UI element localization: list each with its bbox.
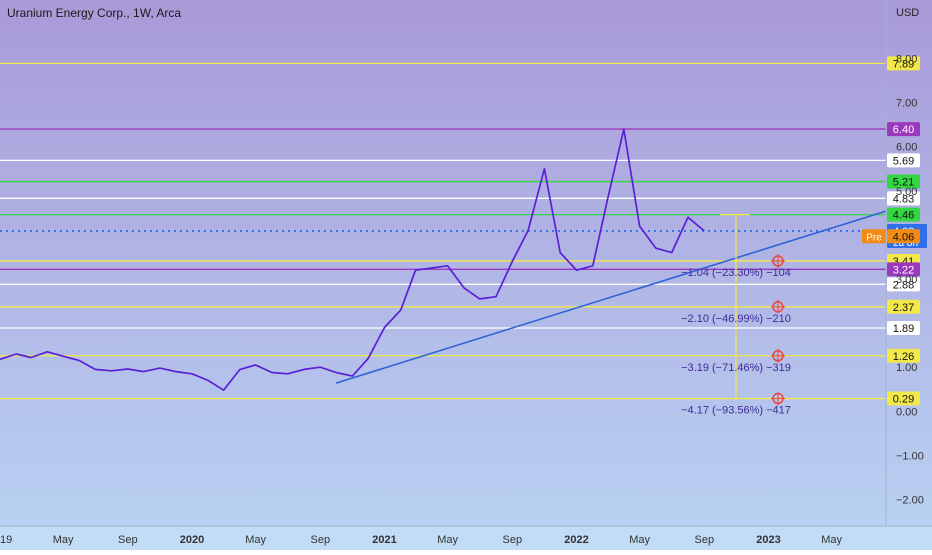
level-tag-bg bbox=[887, 122, 920, 137]
premarket-badge-label: Pre bbox=[866, 232, 882, 243]
level-tag-text: 4.46 bbox=[893, 210, 914, 222]
x-tick-label: May bbox=[245, 534, 266, 546]
y-tick-label: 6.00 bbox=[896, 142, 917, 154]
level-tag-bg bbox=[887, 262, 920, 277]
level-tag-1.26: 1.26 bbox=[887, 348, 920, 363]
chart-title: Uranium Energy Corp., 1W, Arca bbox=[7, 6, 181, 20]
measure-target bbox=[771, 253, 785, 268]
current-price-countdown: 2d 8h bbox=[893, 238, 918, 249]
measure-label: −2.10 (−46.99%) −210 bbox=[681, 313, 791, 325]
level-tag-text: 4.83 bbox=[893, 193, 914, 205]
measure-label: −4.17 (−93.56%) −417 bbox=[681, 405, 791, 417]
y-tick-label-partial: 8.00 bbox=[896, 54, 917, 66]
measurement-layer: −1.04 (−23.30%) −104 −2.10 (−46.99%) −210… bbox=[681, 214, 791, 417]
y-tick-label: 1.00 bbox=[896, 362, 917, 374]
level-tag-5.69: 5.69 bbox=[887, 153, 920, 168]
level-tag-0.29: 0.29 bbox=[887, 391, 920, 406]
level-tag-bg bbox=[887, 391, 920, 406]
level-tag-text: 2.37 bbox=[893, 302, 914, 314]
measure-label: −3.19 (−71.46%) −319 bbox=[681, 362, 791, 374]
measure-target bbox=[771, 348, 785, 363]
premarket-badge-bg bbox=[862, 229, 886, 244]
level-tag-text: 1.89 bbox=[893, 323, 914, 335]
premarket-value: 4.06 bbox=[893, 231, 914, 243]
level-tag-text: 7.89 bbox=[893, 58, 914, 70]
measure-target bbox=[771, 391, 785, 406]
currency-label: USD bbox=[896, 7, 919, 19]
measure-target bbox=[771, 299, 785, 314]
y-tick-label: 0.00 bbox=[896, 406, 917, 418]
y-tick-label-partial: 5.00 bbox=[896, 186, 917, 198]
x-tick-label: Sep bbox=[118, 534, 138, 546]
x-tick-label: May bbox=[821, 534, 842, 546]
level-tag-text: 1.26 bbox=[893, 351, 914, 363]
level-tag-bg bbox=[887, 277, 920, 292]
level-tag-bg bbox=[887, 348, 920, 363]
level-tag-text: 2.88 bbox=[893, 279, 914, 291]
level-tag-text: 5.69 bbox=[893, 155, 914, 167]
y-tick-label: −1.00 bbox=[896, 450, 924, 462]
x-tick-label: 2021 bbox=[372, 534, 396, 546]
time-axis-background bbox=[0, 526, 932, 550]
level-tag-5.21: 5.21 bbox=[887, 174, 920, 189]
x-tick-label: 2022 bbox=[564, 534, 588, 546]
level-tag-bg bbox=[887, 174, 920, 189]
price-axis: 7.896.405.695.214.834.463.413.222.882.37… bbox=[862, 54, 927, 507]
x-tick-label: May bbox=[629, 534, 650, 546]
level-tag-1.89: 1.89 bbox=[887, 320, 920, 335]
y-tick-label-partial: 3.00 bbox=[896, 274, 917, 286]
level-tag-7.89: 7.89 bbox=[887, 56, 920, 71]
trendline-layer bbox=[335, 210, 887, 384]
premarket-tag: Pre 4.06 bbox=[862, 229, 920, 244]
x-tick-label: May bbox=[53, 534, 74, 546]
premarket-value-bg bbox=[887, 229, 920, 244]
level-tag-4.46: 4.46 bbox=[887, 207, 920, 222]
level-tag-text: 5.21 bbox=[893, 177, 914, 189]
measure-label: −1.04 (−23.30%) −104 bbox=[681, 267, 791, 279]
level-tag-2.37: 2.37 bbox=[887, 299, 920, 314]
price-line bbox=[0, 128, 705, 392]
price-series-layer bbox=[0, 128, 705, 392]
y-tick-label: −2.00 bbox=[896, 495, 924, 507]
level-tag-bg bbox=[887, 153, 920, 168]
support-trendline bbox=[335, 210, 887, 384]
level-tag-2.88: 2.88 bbox=[887, 277, 920, 292]
level-tag-4.83: 4.83 bbox=[887, 191, 920, 206]
level-tag-6.40: 6.40 bbox=[887, 122, 920, 137]
level-tag-text: 3.22 bbox=[893, 264, 914, 276]
level-tag-text: 0.29 bbox=[893, 394, 914, 406]
x-tick-label: Sep bbox=[503, 534, 523, 546]
x-tick-label: May bbox=[437, 534, 458, 546]
x-tick-label: 2020 bbox=[180, 534, 204, 546]
level-tag-text: 6.40 bbox=[893, 124, 914, 136]
x-tick-label: 2023 bbox=[756, 534, 780, 546]
x-tick-label: 19 bbox=[0, 534, 12, 546]
level-tag-bg bbox=[887, 207, 920, 222]
x-tick-label: Sep bbox=[311, 534, 331, 546]
level-tag-bg bbox=[887, 191, 920, 206]
level-tag-bg bbox=[887, 299, 920, 314]
x-tick-label: Sep bbox=[695, 534, 715, 546]
y-tick-label: 7.00 bbox=[896, 98, 917, 110]
level-tag-bg bbox=[887, 56, 920, 71]
level-tag-3.22: 3.22 bbox=[887, 262, 920, 277]
level-tag-bg bbox=[887, 320, 920, 335]
